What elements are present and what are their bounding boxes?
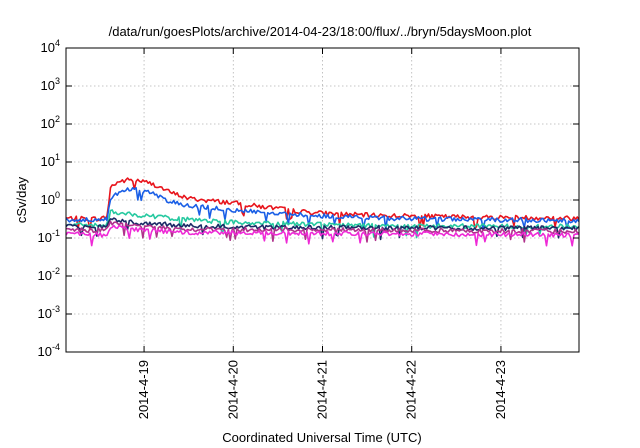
series-lines bbox=[65, 177, 580, 247]
y-tick-label: 10-1 bbox=[38, 228, 60, 245]
x-tick-label: 2014-4-23 bbox=[493, 360, 508, 419]
y-tick-label: 102 bbox=[41, 114, 60, 131]
series-line bbox=[65, 187, 580, 230]
grid bbox=[66, 48, 579, 352]
y-tick-label: 104 bbox=[41, 38, 60, 55]
x-tick-label: 2014-4-19 bbox=[136, 360, 151, 419]
series-line bbox=[65, 224, 579, 247]
x-tick-label: 2014-4-21 bbox=[315, 360, 330, 419]
x-axis-ticks: 2014-4-19 2014-4-20 2014-4-21 2014-4-22 2014… bbox=[136, 48, 508, 419]
y-tick-label: 10-4 bbox=[38, 342, 60, 359]
x-tick-label: 2014-4-22 bbox=[404, 360, 419, 419]
y-tick-label: 10-2 bbox=[38, 266, 60, 283]
series-line bbox=[65, 220, 580, 243]
y-axis-label: cSv/day bbox=[14, 176, 29, 223]
x-axis-label: Coordinated Universal Time (UTC) bbox=[222, 430, 421, 445]
y-tick-label: 101 bbox=[41, 152, 60, 169]
x-tick-label: 2014-4-20 bbox=[225, 360, 240, 419]
y-tick-label: 10-3 bbox=[38, 304, 60, 321]
chart-title: /data/run/goesPlots/archive/2014-04-23/1… bbox=[109, 24, 532, 39]
series-line bbox=[65, 217, 580, 241]
y-tick-label: 100 bbox=[41, 190, 60, 207]
y-tick-label: 103 bbox=[41, 76, 60, 93]
